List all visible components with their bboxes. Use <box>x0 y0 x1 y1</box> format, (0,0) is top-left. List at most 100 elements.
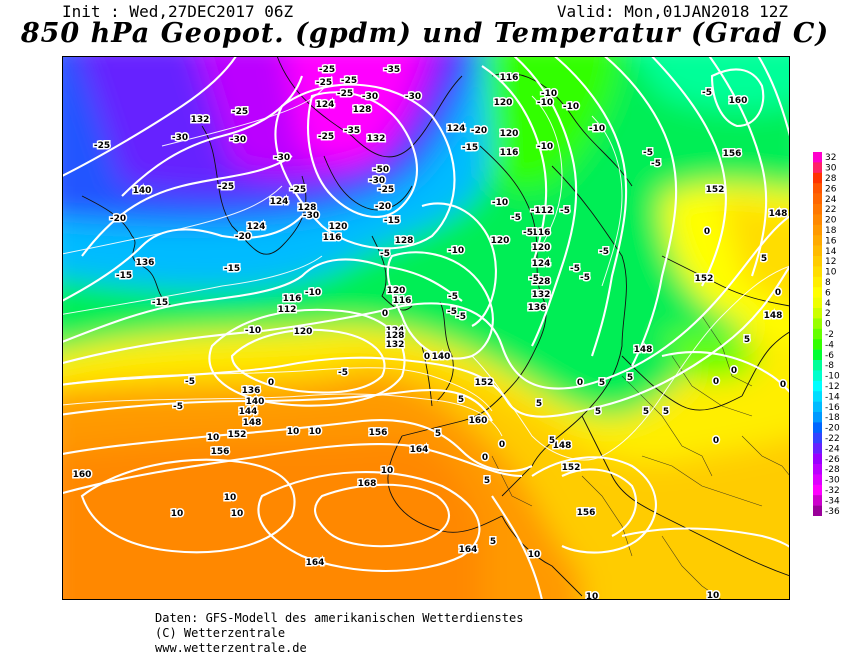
legend-swatch <box>813 287 822 298</box>
legend-swatch <box>813 183 822 194</box>
legend-swatch <box>813 422 822 434</box>
legend-label: 24 <box>825 195 837 205</box>
geopotential-label: 152 <box>695 274 714 284</box>
temperature-label: -5 <box>702 88 712 98</box>
legend-label: 12 <box>825 257 836 267</box>
temperature-label: 5 <box>536 399 542 409</box>
temperature-label: -5 <box>448 292 458 302</box>
geopotential-label: 132 <box>386 340 405 350</box>
temperature-label: 0 <box>775 288 781 298</box>
legend-swatch <box>813 308 822 319</box>
geopotential-label: 128 <box>532 277 551 287</box>
temperature-label: -5 <box>599 247 609 257</box>
legend-label: -36 <box>825 507 840 516</box>
temperature-label: 0 <box>713 436 719 446</box>
geopotential-label: 128 <box>353 105 372 115</box>
valid-time: Valid: Mon,01JAN2018 12Z <box>556 2 788 21</box>
geopotential-label: 116 <box>323 233 342 243</box>
geopotential-label: 160 <box>729 96 748 106</box>
temperature-label: -5 <box>380 249 390 259</box>
geopotential-label: 116 <box>500 73 519 83</box>
geopotential-label: 124 <box>532 259 551 269</box>
temperature-label: -5 <box>338 368 348 378</box>
geopotential-label: 148 <box>769 209 788 219</box>
legend-swatches <box>813 152 822 516</box>
temperature-label: 10 <box>224 493 237 503</box>
geopotential-label: 124 <box>447 124 466 134</box>
temperature-label: -10 <box>245 326 261 336</box>
legend-swatch <box>813 318 822 330</box>
geopotential-label: 128 <box>386 331 405 341</box>
geopotential-label: 128 <box>298 203 317 213</box>
legend-swatch <box>813 224 822 236</box>
geopotential-label: 120 <box>329 222 348 232</box>
geopotential-contours <box>62 56 790 600</box>
geopotential-label: 140 <box>432 352 451 362</box>
temperature-label: -112 <box>531 206 554 216</box>
legend-label: 22 <box>825 205 836 215</box>
legend-label: 4 <box>825 299 831 309</box>
temperature-label: 5 <box>595 407 601 417</box>
temperature-label: -5 <box>570 264 580 274</box>
temperature-label: -25 <box>290 185 306 195</box>
geopotential-label: 148 <box>553 441 572 451</box>
geopotential-label: 152 <box>475 378 494 388</box>
legend-label: 16 <box>825 236 837 246</box>
geopotential-label: 156 <box>723 149 742 159</box>
temperature-label: -15 <box>462 143 478 153</box>
temperature-label: -5 <box>643 148 653 158</box>
geopotential-label: 116 <box>283 294 302 304</box>
legend-swatch <box>813 391 822 402</box>
geopotential-label: 112 <box>278 305 297 315</box>
legend-label: 28 <box>825 174 837 184</box>
temperature-label: -15 <box>384 216 400 226</box>
temperature-label: 10 <box>171 509 184 519</box>
geopotential-label: 120 <box>387 286 406 296</box>
legend-swatch <box>813 505 822 516</box>
temperature-label: 0 <box>482 453 488 463</box>
temperature-label: -10 <box>589 124 605 134</box>
legend-label: 30 <box>825 164 837 174</box>
legend-swatch <box>813 152 822 163</box>
geopotential-label: 164 <box>459 545 478 555</box>
geopotential-label: 136 <box>242 386 261 396</box>
temperature-label: 5 <box>484 476 490 486</box>
temperature-label: -20 <box>375 202 391 212</box>
temperature-label: -10 <box>448 246 464 256</box>
legend-swatch <box>813 214 822 226</box>
temperature-label: -15 <box>116 271 132 281</box>
temperature-label: -25 <box>318 132 334 142</box>
footer-source: Daten: GFS-Modell des amerikanischen Wet… <box>155 611 524 625</box>
geopotential-label: 168 <box>358 479 377 489</box>
temperature-label: 0 <box>382 309 388 319</box>
legend-label: 2 <box>825 309 831 319</box>
legend-label: -16 <box>825 403 840 413</box>
temperature-label: 5 <box>761 254 767 264</box>
legend-label: 8 <box>825 278 831 288</box>
geopotential-label: 124 <box>386 326 405 336</box>
temperature-label: -25 <box>232 107 248 117</box>
legend-label: 6 <box>825 288 831 298</box>
temperature-label: 5 <box>549 436 555 446</box>
legend-swatch <box>813 266 822 278</box>
temperature-label: -10 <box>541 89 557 99</box>
geopotential-label: 124 <box>316 100 335 110</box>
temperature-label: -35 <box>344 126 360 136</box>
legend-swatch <box>813 328 822 340</box>
legend-labels: 32302826242220181614121086420-2-4-6-8-10… <box>825 153 840 516</box>
temperature-label: 10 <box>707 591 720 600</box>
temperature-label: 5 <box>490 537 496 547</box>
temperature-label: -30 <box>362 92 378 102</box>
geopotential-label: 116 <box>500 148 519 158</box>
legend-swatch <box>813 370 822 382</box>
legend-swatch <box>813 235 822 246</box>
temperature-label: -30 <box>303 211 319 221</box>
legend-label: -30 <box>825 476 840 486</box>
legend-swatch <box>813 172 822 184</box>
temperature-label: 0 <box>499 440 505 450</box>
temperature-label: -30 <box>230 135 246 145</box>
temperature-label: -50 <box>373 165 389 175</box>
temperature-label: 0 <box>268 378 274 388</box>
geopotential-label: 136 <box>136 258 155 268</box>
